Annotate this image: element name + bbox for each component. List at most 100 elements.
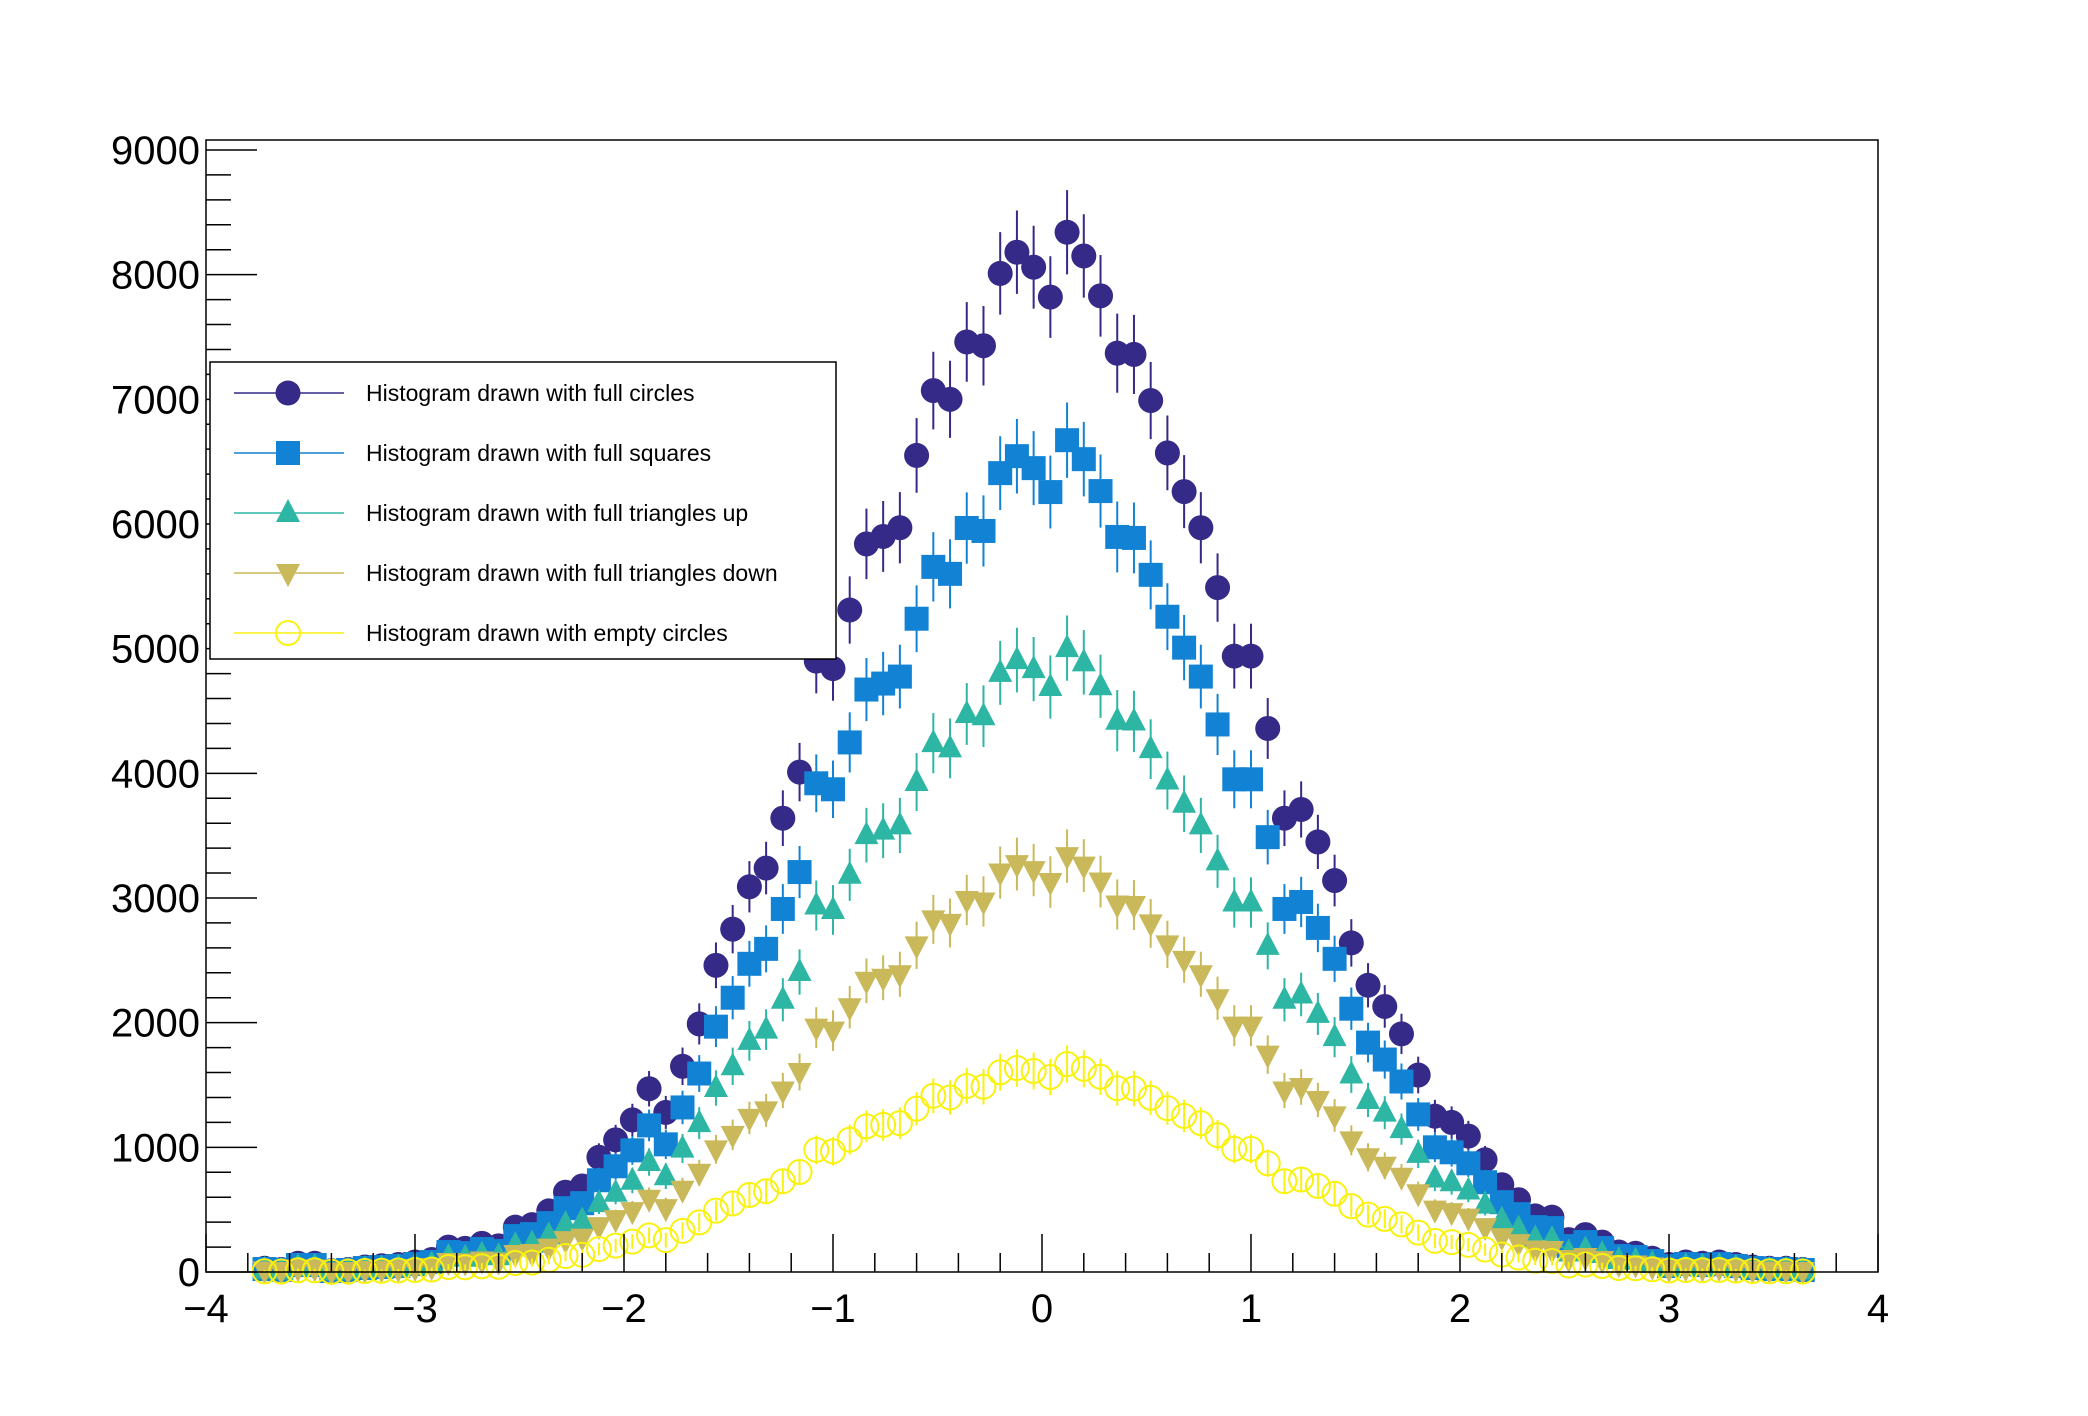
marker-triangle-up bbox=[570, 1206, 595, 1230]
marker-open-circle bbox=[669, 1217, 696, 1244]
legend-label: Histogram drawn with full squares bbox=[366, 440, 711, 466]
marker-full-square bbox=[1121, 525, 1146, 550]
marker-open-circle bbox=[301, 1257, 328, 1284]
marker-triangle-down bbox=[1322, 1106, 1347, 1130]
marker-full-square bbox=[1255, 825, 1280, 850]
marker-full-circle bbox=[1121, 341, 1147, 367]
x-tick-label: 3 bbox=[1658, 1287, 1680, 1331]
marker-full-square bbox=[670, 1095, 695, 1120]
marker-triangle-down bbox=[1339, 1131, 1364, 1155]
marker-triangle-down bbox=[1004, 855, 1029, 879]
marker-triangle-down bbox=[1088, 872, 1113, 896]
marker-open-circle bbox=[435, 1254, 462, 1281]
marker-triangle-down bbox=[754, 1101, 779, 1125]
marker-open-circle bbox=[1689, 1257, 1716, 1284]
marker-full-square bbox=[687, 1061, 712, 1086]
marker-open-circle bbox=[836, 1126, 863, 1153]
marker-open-circle bbox=[351, 1258, 378, 1285]
marker-triangle-down bbox=[1406, 1184, 1431, 1208]
legend-entry: Histogram drawn with full triangles up bbox=[234, 499, 748, 526]
marker-triangle-down bbox=[938, 913, 963, 937]
marker-triangle-down bbox=[653, 1199, 678, 1223]
marker-full-circle bbox=[1355, 972, 1381, 998]
marker-triangle-down bbox=[1021, 861, 1046, 885]
marker-open-circle bbox=[1572, 1251, 1599, 1278]
marker-open-circle bbox=[1238, 1135, 1264, 1162]
marker-triangle-up bbox=[670, 1134, 695, 1158]
marker-open-circle bbox=[1254, 1150, 1281, 1177]
marker-open-circle bbox=[1472, 1236, 1499, 1263]
marker-full-square bbox=[887, 664, 912, 689]
marker-triangle-down bbox=[1105, 895, 1130, 919]
marker-full-square bbox=[1339, 996, 1364, 1021]
marker-triangle-up bbox=[938, 734, 963, 758]
marker-full-square bbox=[904, 606, 929, 631]
y-tick-label: 3000 bbox=[111, 877, 200, 921]
marker-full-circle bbox=[1255, 715, 1281, 741]
marker-full-square bbox=[1289, 889, 1314, 914]
marker-triangle-down bbox=[1205, 989, 1230, 1013]
marker-triangle-down bbox=[1239, 1016, 1263, 1040]
marker-full-square bbox=[1389, 1069, 1414, 1094]
marker-triangle-up bbox=[1339, 1060, 1364, 1084]
marker-triangle-down bbox=[1121, 895, 1146, 919]
x-tick-label: 1 bbox=[1240, 1287, 1262, 1331]
marker-triangle-down bbox=[1222, 1016, 1247, 1040]
marker-triangle-up bbox=[1071, 648, 1096, 672]
marker-open-circle bbox=[552, 1243, 579, 1270]
marker-open-circle bbox=[1304, 1172, 1331, 1199]
marker-triangle-down bbox=[954, 890, 979, 914]
marker-full-circle bbox=[987, 260, 1013, 286]
marker-triangle-up bbox=[1372, 1098, 1397, 1122]
marker-open-circle bbox=[1672, 1257, 1699, 1284]
marker-triangle-up bbox=[703, 1073, 728, 1097]
marker-open-circle bbox=[1639, 1256, 1666, 1283]
marker-triangle-down bbox=[1038, 873, 1063, 897]
marker-open-circle bbox=[1589, 1253, 1616, 1280]
marker-triangle-down bbox=[904, 936, 929, 960]
marker-full-circle bbox=[636, 1076, 662, 1102]
marker-triangle-up bbox=[1004, 646, 1029, 670]
marker-open-circle bbox=[702, 1197, 729, 1224]
marker-triangle-up bbox=[1255, 931, 1280, 955]
marker-triangle-up bbox=[1222, 888, 1247, 912]
marker-open-circle bbox=[1020, 1058, 1047, 1085]
marker-full-circle bbox=[904, 442, 930, 468]
marker-full-square bbox=[1406, 1102, 1431, 1127]
marker-full-square bbox=[1322, 946, 1347, 971]
marker-full-square bbox=[1155, 604, 1180, 629]
marker-triangle-down bbox=[1389, 1167, 1414, 1191]
marker-full-square bbox=[1071, 447, 1096, 472]
marker-triangle-up bbox=[1389, 1115, 1414, 1139]
x-tick-label: −1 bbox=[810, 1287, 856, 1331]
marker-triangle-down bbox=[670, 1180, 695, 1204]
marker-triangle-down bbox=[520, 1244, 545, 1268]
marker-open-circle bbox=[870, 1111, 897, 1138]
axes: −4 −3 −2 −1 0 1 2 3 4 0 1000 2000 3000 4000 5000 6000 70… bbox=[111, 129, 1889, 1331]
marker-triangle-down bbox=[887, 965, 912, 989]
marker-open-circle bbox=[886, 1110, 913, 1137]
marker-triangle-down bbox=[854, 971, 879, 995]
marker-full-circle bbox=[1037, 284, 1063, 310]
marker-full-circle bbox=[1205, 575, 1231, 601]
marker-triangle-up bbox=[988, 658, 1013, 682]
x-tick-label: 2 bbox=[1449, 1287, 1471, 1331]
marker-open-circle bbox=[468, 1253, 495, 1280]
marker-triangle-up bbox=[1121, 707, 1146, 731]
marker-open-circle bbox=[652, 1227, 679, 1254]
marker-triangle-up bbox=[653, 1162, 678, 1186]
marker-triangle-up bbox=[276, 499, 300, 522]
marker-triangle-up bbox=[787, 958, 812, 982]
series-full-circle bbox=[252, 190, 1816, 1284]
marker-triangle-down bbox=[988, 863, 1013, 887]
legend-label: Histogram drawn with full triangles down bbox=[366, 560, 778, 586]
marker-full-circle bbox=[1322, 868, 1348, 894]
marker-triangle-down bbox=[1272, 1081, 1297, 1105]
marker-full-square bbox=[821, 777, 845, 802]
marker-full-circle bbox=[1238, 643, 1264, 669]
marker-open-circle bbox=[585, 1236, 612, 1263]
marker-triangle-up bbox=[1305, 999, 1330, 1023]
marker-open-circle bbox=[769, 1168, 796, 1195]
marker-open-circle bbox=[920, 1082, 947, 1109]
